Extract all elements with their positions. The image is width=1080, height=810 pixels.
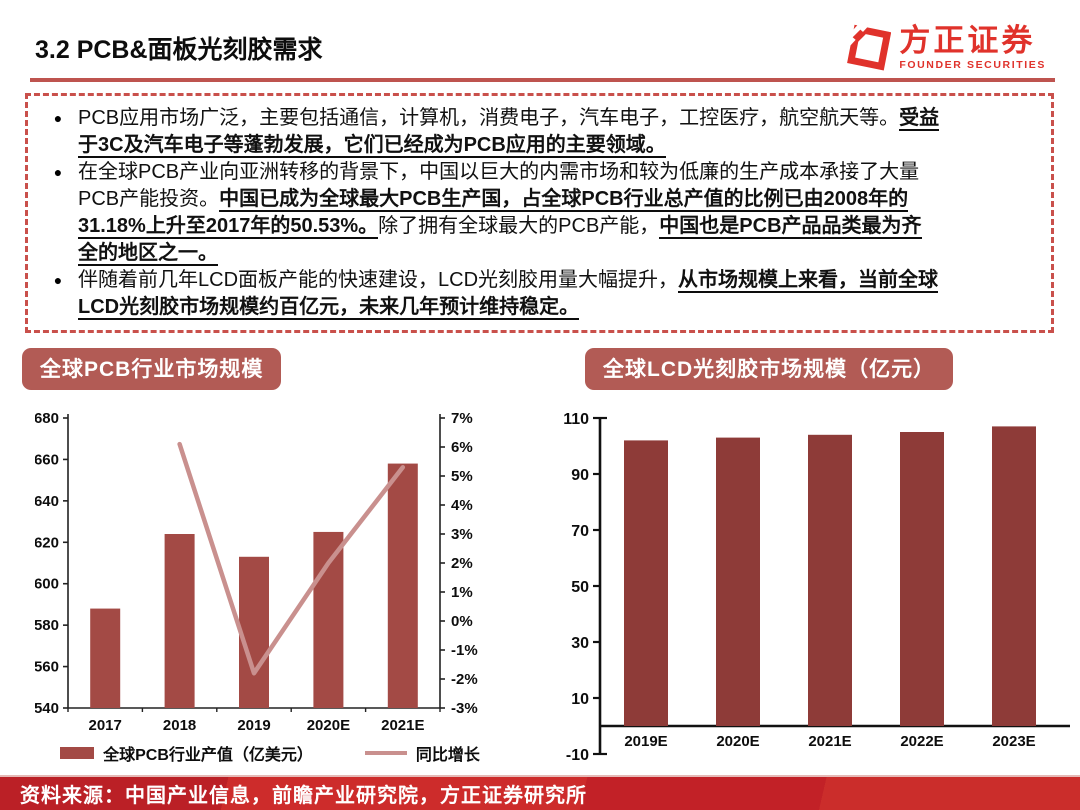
source-text: 资料来源：中国产业信息，前瞻产业研究院，方正证券研究所 [20, 785, 587, 807]
bullet-item: ● PCB应用市场广泛，主要包括通信，计算机，消费电子，汽车电子，工控医疗，航空航… [38, 105, 1039, 159]
bullet-text: PCB应用市场广泛，主要包括通信，计算机，消费电子，汽车电子，工控医疗，航空航天… [78, 107, 940, 158]
svg-text:2%: 2% [451, 555, 473, 572]
legend-item-line: 同比增长 [364, 741, 480, 765]
svg-text:680: 680 [35, 410, 59, 427]
svg-text:30: 30 [571, 635, 589, 652]
svg-text:660: 660 [35, 451, 59, 468]
page-title: 3.2 PCB&面板光刻胶需求 [35, 36, 323, 64]
svg-text:2021E: 2021E [808, 733, 851, 750]
line-swatch-icon [364, 751, 407, 755]
bullet-dot-icon: ● [53, 110, 63, 126]
bullet-dot-icon: ● [53, 164, 63, 180]
svg-text:4%: 4% [451, 497, 473, 514]
svg-text:7%: 7% [451, 410, 473, 427]
bar-swatch-icon [60, 747, 95, 759]
svg-text:1%: 1% [451, 584, 473, 601]
bullet-text: 伴随着前几年LCD面板产能的快速建设，LCD光刻胶用量大幅提升，从市场规模上来看… [78, 269, 939, 320]
svg-text:640: 640 [35, 493, 59, 510]
svg-text:580: 580 [35, 617, 59, 634]
svg-text:-2%: -2% [451, 671, 478, 688]
lcd-chart-title-banner: 全球LCD光刻胶市场规模（亿元） [585, 348, 954, 390]
svg-text:2020E: 2020E [307, 717, 350, 734]
svg-text:2023E: 2023E [992, 733, 1035, 750]
svg-text:600: 600 [35, 576, 59, 593]
svg-text:10: 10 [571, 691, 589, 708]
header-divider [30, 78, 1055, 82]
founder-securities-logo-icon [845, 24, 892, 72]
svg-text:0%: 0% [451, 613, 473, 630]
svg-text:2021E: 2021E [381, 717, 424, 734]
brand-name-cn: 方正证券 [899, 23, 1036, 59]
pcb-chart-title-banner: 全球PCB行业市场规模 [22, 348, 282, 390]
svg-text:540: 540 [35, 700, 59, 717]
svg-text:2019: 2019 [237, 717, 270, 734]
bullet-text: 在全球PCB产业向亚洲转移的背景下，中国以巨大的内需市场和较为低廉的生产成本承接… [78, 161, 922, 266]
svg-text:5%: 5% [451, 468, 473, 485]
legend-item-bar: 全球PCB行业产值（亿美元） [60, 741, 313, 765]
svg-text:2020E: 2020E [716, 733, 759, 750]
svg-text:620: 620 [35, 534, 59, 551]
svg-text:90: 90 [571, 467, 589, 484]
svg-text:2022E: 2022E [900, 733, 943, 750]
pcb-chart-legend: 全球PCB行业产值（亿美元） 同比增长 [35, 741, 505, 765]
svg-text:3%: 3% [451, 526, 473, 543]
svg-text:-10: -10 [566, 747, 589, 764]
svg-text:50: 50 [571, 579, 589, 596]
svg-text:-1%: -1% [451, 642, 478, 659]
bullet-item: ● 伴随着前几年LCD面板产能的快速建设，LCD光刻胶用量大幅提升，从市场规模上来… [38, 267, 1039, 321]
brand-name-en: FOUNDER SECURITIES [899, 58, 1046, 71]
svg-text:70: 70 [571, 523, 589, 540]
legend-label: 全球PCB行业产值（亿美元） [103, 747, 313, 764]
lcd-market-bar-chart: -10 10 30 50 70 90 110 2019E 2020E 2021E 2022E 2023… [563, 411, 1070, 764]
legend-label: 同比增长 [415, 747, 480, 764]
pcb-market-combo-chart: 540 560 580 600 620 640 660 680 -3% -2% -1% 0% 1% 2% 3… [35, 410, 478, 734]
brand-logo: 方正证券 FOUNDER SECURITIES [833, 24, 1050, 76]
source-footer: 资料来源：中国产业信息，前瞻产业研究院，方正证券研究所 [0, 775, 1080, 810]
svg-text:2018: 2018 [163, 717, 196, 734]
svg-text:110: 110 [563, 411, 589, 428]
svg-text:2017: 2017 [89, 717, 122, 734]
svg-text:-3%: -3% [451, 700, 478, 717]
bullet-item: ● 在全球PCB产业向亚洲转移的背景下，中国以巨大的内需市场和较为低廉的生产成本承… [38, 159, 1039, 267]
svg-text:560: 560 [35, 659, 59, 676]
svg-text:2019E: 2019E [624, 733, 667, 750]
bullet-dot-icon: ● [53, 272, 63, 288]
summary-text-box: ● PCB应用市场广泛，主要包括通信，计算机，消费电子，汽车电子，工控医疗，航空航… [25, 93, 1054, 333]
svg-text:6%: 6% [451, 439, 473, 456]
